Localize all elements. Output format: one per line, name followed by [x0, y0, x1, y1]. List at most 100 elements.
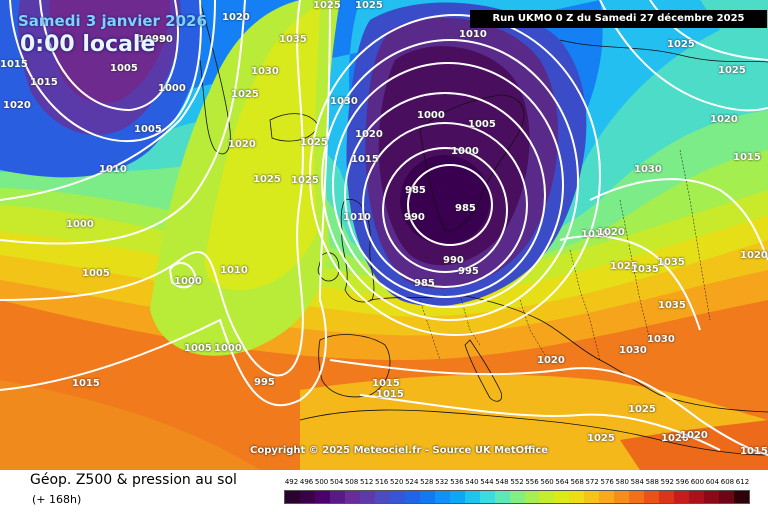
legend-value: 600 [690, 478, 705, 486]
isobar-nw-low-2 [9, 0, 202, 143]
legend-value: 612 [735, 478, 750, 486]
isobar-1010 [321, 39, 579, 321]
iberia-coast [318, 334, 391, 398]
legend-value: 588 [645, 478, 659, 486]
isobar-1015 [309, 14, 601, 336]
isobar-label: 1020 [228, 139, 256, 150]
legend-swatch [404, 491, 420, 503]
isobar-label: 1000 [417, 110, 445, 121]
isobar-atl-5 [0, 0, 331, 407]
legend-swatch [599, 491, 615, 503]
isobar-label: 1005 [82, 268, 110, 279]
isobar-atl-1 [0, 0, 216, 201]
legend-value: 592 [660, 478, 674, 486]
legend-value: 540 [465, 478, 479, 486]
isobar-label: 1020 [222, 12, 250, 23]
isobar-1005 [332, 62, 564, 308]
isobar-label: 995 [458, 266, 479, 277]
legend-value: 532 [435, 478, 449, 486]
border-5 [619, 199, 651, 341]
isobar-label: 1035 [279, 34, 307, 45]
isobar-label: 1025 [355, 0, 383, 11]
isobar-label: 1000 [214, 343, 242, 354]
legend-swatch [704, 491, 720, 503]
isobar-label: 1015 [0, 59, 28, 70]
footer-panel: Géop. Z500 & pression au sol (+ 168h) 49… [0, 470, 768, 512]
isobar-label: 1020 [710, 114, 738, 125]
legend-swatch [734, 491, 750, 503]
legend-swatch [644, 491, 660, 503]
isobar-label: 985 [414, 278, 435, 289]
legend-swatch [329, 491, 345, 503]
legend-swatch [419, 491, 435, 503]
legend-swatch [299, 491, 315, 503]
isobar-label: 1000 [451, 146, 479, 157]
legend-value: 508 [344, 478, 359, 486]
isobar-995 [362, 122, 528, 288]
legend-swatch [659, 491, 675, 503]
isobar-label: 1020 [355, 129, 383, 140]
africa-coast [299, 409, 768, 456]
isobar-ne-2 [649, 0, 768, 61]
isobar-label: 1005 [138, 34, 166, 45]
legend-swatch [584, 491, 600, 503]
legend-value: 516 [375, 478, 389, 486]
legend-value: 548 [495, 478, 509, 486]
legend-value: 492 [284, 478, 299, 486]
legend-value: 596 [675, 478, 690, 486]
forecast-time: 0:00 locale [20, 32, 156, 57]
isobar-label: 1020 [597, 227, 625, 238]
legend-swatch [494, 491, 510, 503]
legend-swatch [434, 491, 450, 503]
isobar-label: 1015 [30, 77, 58, 88]
isobar-label: 1005 [110, 63, 138, 74]
legend-value: 512 [359, 478, 374, 486]
isobar-south-1 [329, 359, 768, 456]
legend-value: 572 [585, 478, 599, 486]
isobar-label: 1025 [718, 65, 746, 76]
forecast-map: 1025 1025 1020 1005 990 1015 1015 1020 1005 1000 1… [0, 0, 768, 470]
legend-value: 608 [720, 478, 735, 486]
legend-value: 520 [390, 478, 404, 486]
isobar-label: 1015 [72, 378, 100, 389]
legend-swatch [509, 491, 525, 503]
isobar-atl-3 [0, 0, 304, 377]
isobar-label: 1010 [220, 265, 248, 276]
isobar-label: 1025 [628, 404, 656, 415]
isobar-label: 1035 [631, 264, 659, 275]
legend-swatch [689, 491, 705, 503]
border-1 [419, 299, 441, 361]
run-info: Run UKMO 0 Z du Samedi 27 décembre 2025 [470, 10, 767, 28]
isobar-label: 985 [405, 185, 426, 196]
isobar-label: 1030 [330, 96, 358, 107]
isobar-label: 1030 [634, 164, 662, 175]
legend-value: 496 [299, 478, 314, 486]
legend-swatch [674, 491, 690, 503]
isobar-label: 1020 [3, 100, 31, 111]
legend-swatch [359, 491, 375, 503]
legend-value: 536 [450, 478, 464, 486]
isobar-985 [407, 164, 493, 246]
legend-swatch [554, 491, 570, 503]
isobar-label: 1010 [581, 229, 609, 240]
legend-swatch [524, 491, 540, 503]
legend-swatch [539, 491, 555, 503]
isobar-label: 1020 [537, 355, 565, 366]
isobar-label: 1010 [99, 164, 127, 175]
isobar-ne-1 [599, 0, 768, 112]
legend-value: 580 [615, 478, 629, 486]
isobar-label: 1015 [372, 378, 400, 389]
border-3 [519, 299, 546, 356]
isobar-label: 1015 [733, 152, 761, 163]
isobar-label: 1010 [343, 212, 371, 223]
legend-value: 528 [420, 478, 434, 486]
legend-swatch [449, 491, 465, 503]
isobar-label: 1030 [251, 66, 279, 77]
sw-warm [0, 380, 260, 470]
legend-value: 524 [405, 478, 419, 486]
isobar-label: 1000 [174, 276, 202, 287]
legend-value: 544 [480, 478, 494, 486]
isobar-label: 1015 [740, 446, 768, 457]
isobar-label: 1020 [661, 433, 689, 444]
border-4 [569, 249, 601, 361]
